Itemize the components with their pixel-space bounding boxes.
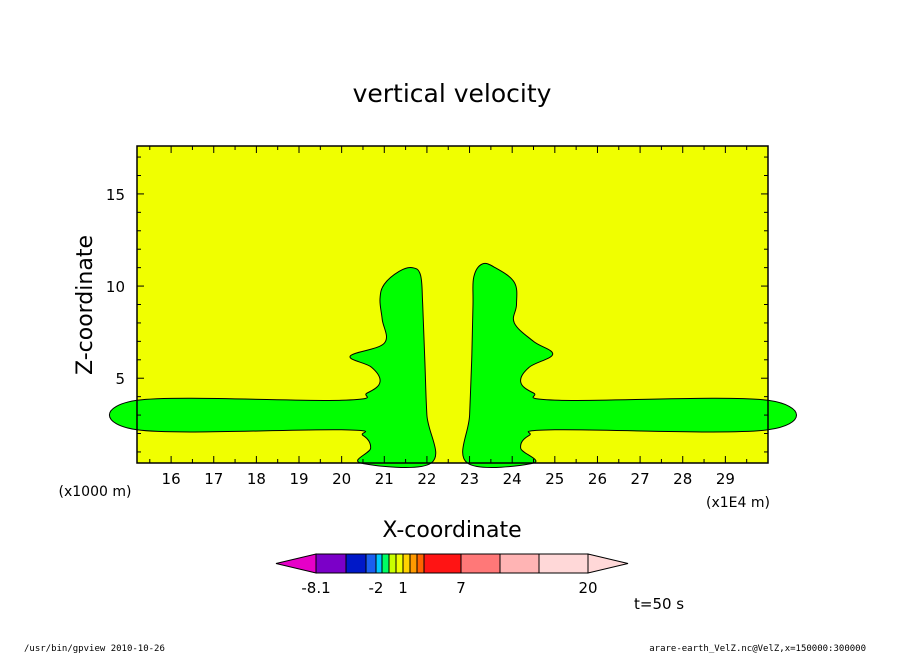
y-unit-label: (x1000 m) — [59, 484, 132, 500]
colorbar-bin — [499, 553, 540, 574]
chart-title: vertical velocity — [353, 79, 552, 108]
x-tick-labels: 16 17 18 19 20 21 22 23 24 25 26 27 28 29 — [162, 470, 735, 488]
colorbar — [275, 553, 629, 574]
colorbar-labels: -8.1 -2 1 7 20 — [301, 579, 597, 597]
y-tick-label: 5 — [115, 370, 125, 388]
colorbar-bin — [409, 553, 418, 574]
colorbar-bin — [315, 553, 347, 574]
colorbar-bin — [460, 553, 501, 574]
colorbar-bin — [381, 553, 390, 574]
y-axis-label: Z-coordinate — [73, 235, 98, 375]
colorbar-bin — [345, 553, 367, 574]
footer-left: /usr/bin/gpview 2010-10-26 — [24, 644, 165, 654]
x-tick-label: 23 — [460, 470, 479, 488]
footer-right: arare-earth_VelZ.nc@VelZ,x=150000:300000 — [649, 644, 866, 654]
x-tick-label: 20 — [332, 470, 351, 488]
plot-area — [108, 145, 797, 468]
x-tick-label: 25 — [545, 470, 564, 488]
colorbar-label: 7 — [456, 579, 466, 597]
colorbar-bin — [423, 553, 462, 574]
colorbar-label: -2 — [369, 579, 384, 597]
colorbar-bin — [365, 553, 377, 574]
x-tick-label: 18 — [247, 470, 266, 488]
x-tick-label: 22 — [417, 470, 436, 488]
x-tick-label: 24 — [503, 470, 522, 488]
colorbar-label: 1 — [398, 579, 408, 597]
colorbar-label: 20 — [578, 579, 597, 597]
colorbar-bin — [538, 553, 589, 574]
y-tick-label: 15 — [106, 186, 125, 204]
x-unit-label: (x1E4 m) — [706, 495, 770, 511]
colorbar-bin — [388, 553, 397, 574]
colorbar-label: -8.1 — [301, 579, 330, 597]
colorbar-bin — [416, 553, 425, 574]
x-tick-label: 19 — [289, 470, 308, 488]
y-tick-labels: 5 10 15 — [106, 186, 125, 388]
time-label: t=50 s — [634, 595, 684, 613]
colorbar-bin — [402, 553, 411, 574]
x-tick-label: 16 — [162, 470, 181, 488]
y-tick-label: 10 — [106, 278, 125, 296]
contour-region-1 — [108, 266, 437, 468]
contour-regions — [108, 262, 797, 468]
contour-region-2 — [462, 262, 797, 468]
colorbar-bin — [375, 553, 383, 574]
colorbar-bin — [395, 553, 404, 574]
x-tick-label: 29 — [716, 470, 735, 488]
x-tick-label: 27 — [631, 470, 650, 488]
colorbar-high-arrow — [587, 553, 629, 574]
x-tick-label: 26 — [588, 470, 607, 488]
axis-ticks — [137, 146, 769, 463]
colorbar-low-arrow — [275, 553, 317, 574]
x-tick-label: 17 — [204, 470, 223, 488]
x-axis-label: X-coordinate — [382, 518, 521, 543]
x-tick-label: 21 — [375, 470, 394, 488]
x-tick-label: 28 — [673, 470, 692, 488]
